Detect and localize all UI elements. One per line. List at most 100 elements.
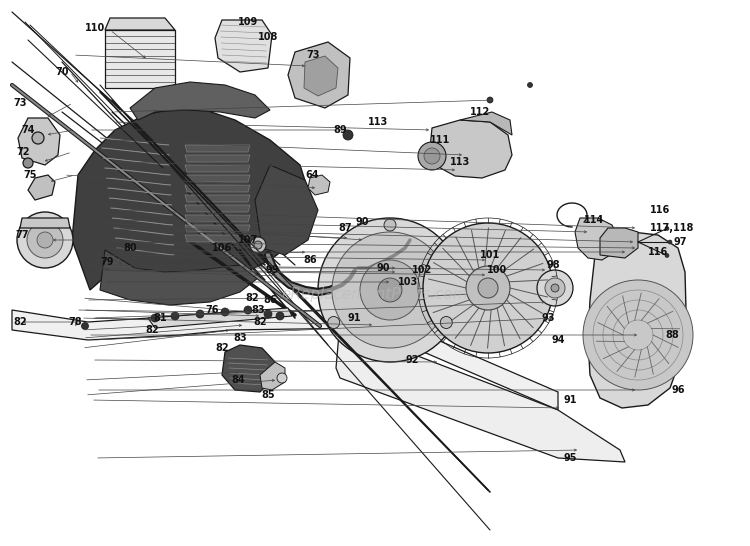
Text: 80: 80 — [123, 243, 136, 253]
Text: 83: 83 — [251, 305, 265, 315]
Circle shape — [17, 212, 73, 268]
Circle shape — [250, 237, 266, 253]
Text: 114: 114 — [584, 215, 604, 225]
Circle shape — [423, 223, 553, 353]
Circle shape — [151, 314, 159, 322]
Polygon shape — [185, 215, 250, 222]
Circle shape — [478, 278, 498, 298]
Text: 77: 77 — [15, 230, 28, 240]
Circle shape — [196, 310, 204, 318]
Polygon shape — [185, 165, 250, 172]
Polygon shape — [110, 208, 172, 215]
Circle shape — [171, 312, 179, 320]
Text: 116: 116 — [648, 247, 668, 257]
Polygon shape — [185, 145, 250, 152]
Circle shape — [378, 278, 402, 302]
Polygon shape — [100, 138, 169, 145]
Text: 78: 78 — [68, 317, 82, 327]
Polygon shape — [590, 238, 608, 255]
Text: 100: 100 — [487, 265, 507, 275]
Polygon shape — [112, 218, 173, 225]
Circle shape — [27, 222, 63, 258]
Polygon shape — [28, 175, 55, 200]
Polygon shape — [18, 118, 60, 165]
Circle shape — [418, 142, 446, 170]
Text: 91: 91 — [563, 395, 577, 405]
Text: 89: 89 — [333, 125, 346, 135]
Polygon shape — [115, 238, 174, 245]
Text: 101: 101 — [480, 250, 500, 260]
Text: 72: 72 — [16, 147, 30, 157]
Text: eReplacementParts.com: eReplacementParts.com — [282, 288, 468, 302]
Text: 113: 113 — [450, 157, 470, 167]
Polygon shape — [185, 155, 250, 162]
Polygon shape — [185, 225, 250, 232]
Text: 102: 102 — [412, 265, 432, 275]
Polygon shape — [20, 218, 70, 228]
Text: 90: 90 — [356, 217, 369, 227]
Circle shape — [221, 308, 229, 316]
Text: 82: 82 — [254, 317, 267, 327]
Circle shape — [527, 82, 532, 87]
Polygon shape — [255, 165, 318, 255]
Text: 73: 73 — [306, 50, 320, 60]
Polygon shape — [148, 308, 292, 328]
Text: 98: 98 — [546, 260, 560, 270]
Polygon shape — [600, 228, 638, 258]
Polygon shape — [109, 198, 172, 205]
Circle shape — [277, 373, 287, 383]
Circle shape — [466, 266, 510, 310]
Text: 90: 90 — [376, 263, 390, 273]
Circle shape — [332, 232, 448, 348]
Text: 81: 81 — [153, 313, 166, 323]
Circle shape — [254, 241, 262, 249]
Circle shape — [537, 270, 573, 306]
Text: 91: 91 — [347, 313, 361, 323]
Text: 82: 82 — [215, 343, 229, 353]
Polygon shape — [336, 322, 625, 462]
Polygon shape — [575, 218, 618, 260]
Circle shape — [668, 240, 672, 244]
Polygon shape — [588, 232, 686, 408]
Text: 87: 87 — [338, 223, 352, 233]
Polygon shape — [185, 205, 250, 212]
Text: 75: 75 — [23, 170, 37, 180]
Text: 84: 84 — [231, 375, 244, 385]
Polygon shape — [104, 168, 170, 175]
Text: 99: 99 — [266, 265, 279, 275]
Polygon shape — [460, 112, 512, 135]
Text: 93: 93 — [542, 313, 555, 323]
Polygon shape — [101, 148, 170, 155]
Text: 73: 73 — [13, 98, 27, 108]
Circle shape — [487, 97, 493, 103]
Text: 79: 79 — [100, 257, 114, 267]
Polygon shape — [185, 195, 250, 202]
Text: 97: 97 — [674, 237, 687, 247]
Text: 70: 70 — [56, 67, 69, 77]
Polygon shape — [107, 188, 172, 195]
Circle shape — [37, 232, 53, 248]
Circle shape — [424, 148, 440, 164]
Polygon shape — [72, 108, 308, 290]
Polygon shape — [185, 185, 250, 192]
Text: 86: 86 — [263, 295, 277, 305]
Polygon shape — [260, 362, 285, 390]
Text: 117,118: 117,118 — [650, 223, 694, 233]
Polygon shape — [100, 250, 258, 305]
Text: 109: 109 — [238, 17, 258, 27]
Polygon shape — [185, 235, 250, 242]
Text: 85: 85 — [261, 390, 274, 400]
Circle shape — [665, 253, 669, 258]
Text: 86: 86 — [303, 255, 316, 265]
Polygon shape — [308, 175, 330, 195]
Text: 106: 106 — [211, 243, 232, 253]
Text: 88: 88 — [665, 330, 679, 340]
Polygon shape — [185, 175, 250, 182]
Circle shape — [360, 260, 420, 320]
Text: 107: 107 — [238, 235, 258, 245]
Circle shape — [82, 323, 88, 329]
Polygon shape — [288, 42, 350, 108]
Circle shape — [440, 317, 452, 329]
Polygon shape — [105, 30, 175, 88]
Polygon shape — [215, 20, 272, 72]
